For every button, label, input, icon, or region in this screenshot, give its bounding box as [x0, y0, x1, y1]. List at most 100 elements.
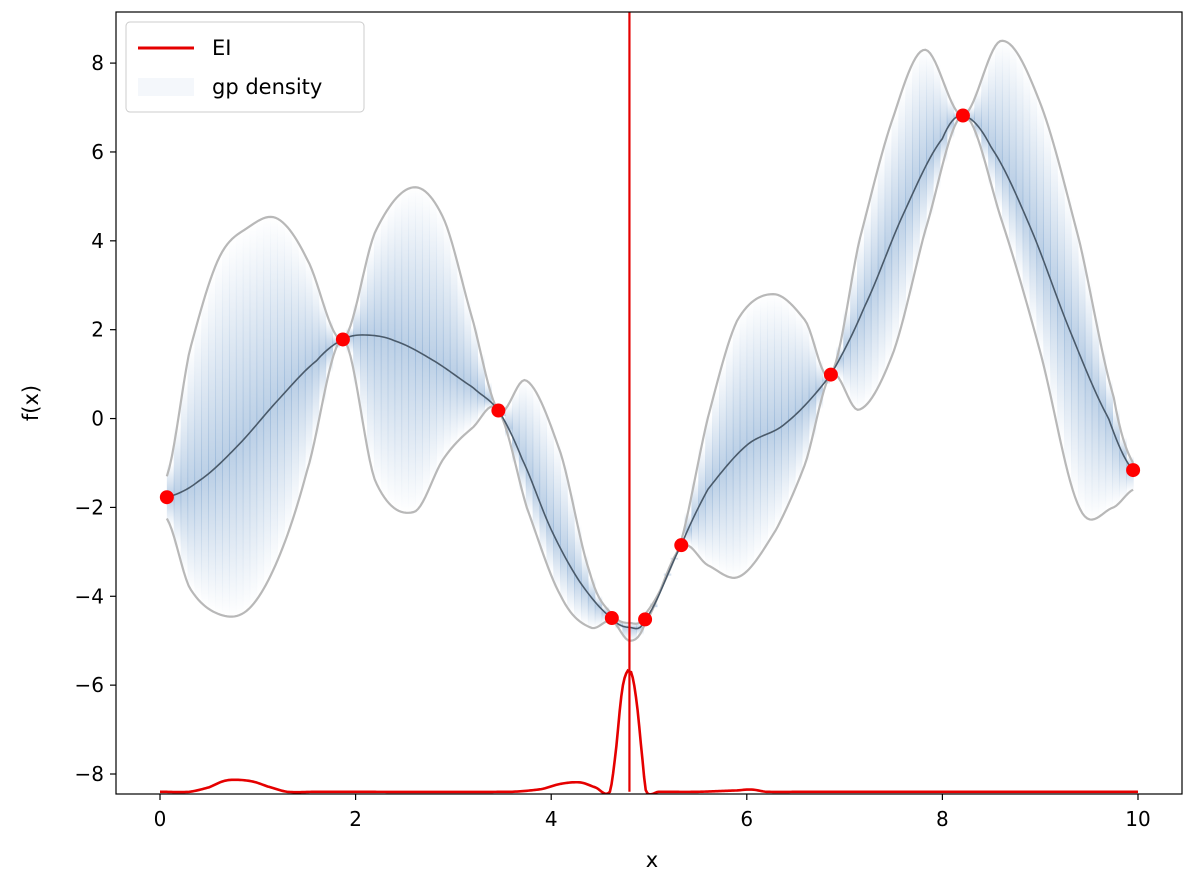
density-strip [173, 425, 182, 549]
density-strip [1077, 249, 1086, 512]
x-tick-label: 6 [740, 807, 753, 831]
y-tick-label: 4 [91, 229, 104, 253]
y-tick-label: 6 [91, 140, 104, 164]
density-strip [470, 324, 479, 427]
density-strip [1050, 144, 1058, 411]
legend-box [125, 21, 365, 113]
density-strip [1070, 222, 1079, 496]
x-tick-label: 0 [154, 807, 167, 831]
observation-point [335, 332, 350, 347]
density-strip [995, 42, 1003, 211]
density-strip [318, 300, 327, 405]
density-strip [346, 327, 354, 354]
density-strip [622, 622, 630, 639]
gp-mean-line [166, 114, 1134, 630]
density-strip [1029, 85, 1038, 326]
density-strip [1119, 437, 1127, 500]
density-strip [291, 236, 299, 514]
density-strip [215, 258, 223, 615]
y-tick-label: 8 [91, 51, 104, 75]
density-strip [905, 72, 913, 298]
density-strip [484, 382, 492, 409]
density-strip [422, 191, 430, 497]
density-strip [836, 346, 844, 380]
density-strip [698, 445, 706, 560]
density-strip [380, 214, 389, 498]
density-strip [587, 577, 596, 628]
density-strip [208, 275, 216, 611]
density-strip [574, 524, 582, 620]
x-tick-label: 8 [936, 807, 949, 831]
density-strip [367, 245, 375, 464]
density-strip [988, 53, 996, 186]
y-axis-label: f(x) [19, 385, 43, 421]
density-strip [850, 270, 858, 407]
density-strip [463, 299, 472, 433]
density-strip [387, 204, 396, 506]
density-strip [477, 353, 485, 418]
density-strip [201, 296, 209, 606]
ei-curve [160, 668, 1138, 794]
density-strip [912, 57, 920, 269]
y-tick-label: −2 [75, 495, 104, 519]
legend-ei-label: EI [212, 36, 231, 60]
density-strip [1043, 121, 1051, 379]
density-strip [242, 228, 251, 612]
observation-point [674, 538, 689, 553]
density-strip [781, 298, 789, 513]
density-strip [401, 190, 410, 513]
density-strip [794, 312, 803, 482]
density-strip [560, 463, 568, 602]
density-strip [808, 337, 817, 439]
density-strip [235, 233, 244, 616]
density-strip [511, 391, 520, 464]
density-strip [967, 106, 975, 123]
density-strip [373, 227, 382, 486]
density-strip [1001, 41, 1010, 232]
density-strip [553, 442, 561, 589]
density-strip [629, 623, 637, 641]
density-strip [946, 99, 955, 138]
density-strip [926, 52, 934, 216]
density-strip [1022, 69, 1031, 302]
density-strip [636, 622, 644, 635]
density-strip [891, 111, 900, 348]
density-strip [1112, 408, 1120, 507]
density-strip [718, 363, 727, 574]
x-axis-label: x [646, 848, 658, 872]
x-tick-label: 2 [349, 807, 362, 831]
legend: EI gp density [125, 21, 365, 113]
density-strip [325, 320, 334, 373]
density-strip [801, 320, 810, 464]
density-strip [332, 335, 340, 349]
density-strip [1015, 56, 1024, 278]
density-strip [815, 360, 824, 409]
legend-density-label: gp density [212, 75, 322, 99]
density-strip [256, 219, 265, 595]
y-tick-label: 0 [91, 407, 104, 431]
density-strip [525, 382, 534, 515]
density-strip [788, 304, 796, 498]
density-strip [360, 273, 368, 427]
density-strip [449, 247, 458, 447]
density-strip [284, 227, 292, 535]
density-strip [863, 209, 872, 404]
density-strip [1008, 46, 1017, 255]
y-tick-label: −8 [75, 762, 104, 786]
density-strip [767, 294, 775, 539]
y-tick-label: 2 [91, 318, 104, 342]
density-strip [415, 187, 423, 509]
density-strip [394, 196, 403, 511]
observation-point [604, 611, 619, 626]
density-strip [456, 273, 465, 439]
observation-point [1126, 463, 1141, 478]
density-strip [774, 294, 782, 527]
density-strip [353, 303, 361, 387]
density-strip [436, 210, 444, 466]
observation-point [955, 108, 970, 123]
density-strip [532, 392, 541, 534]
y-tick-label: −6 [75, 673, 104, 697]
density-strip [249, 224, 258, 605]
density-strip [429, 199, 437, 481]
